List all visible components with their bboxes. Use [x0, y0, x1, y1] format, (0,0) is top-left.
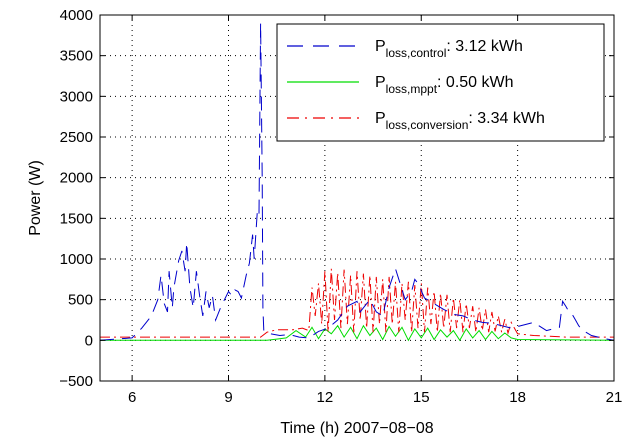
y-tick-label: 0 [85, 332, 93, 349]
legend-entry: Ploss,mppt: 0.50 kWh [375, 74, 514, 96]
legend-entry: Ploss,control: 3.12 kWh [375, 38, 523, 60]
y-tick-label: 2500 [60, 129, 93, 146]
axis-ticks [100, 14, 615, 382]
y-tick-label: 500 [68, 292, 93, 309]
y-tick-label: 3000 [60, 88, 93, 105]
x-tick-label: 9 [224, 389, 232, 406]
y-tick-label: 2000 [60, 170, 93, 187]
y-tick-label: 1500 [60, 210, 93, 227]
legend-entry: Ploss,conversion: 3.34 kWh [375, 110, 545, 132]
x-axis-title: Time (h) 2007−08−08 [280, 420, 433, 437]
legend: Ploss,control: 3.12 kWh Ploss,mppt: 0.50 … [276, 23, 605, 142]
series-line-0 [100, 23, 614, 341]
tick-labels: 6 9 12 15 18 21 −500 0 500 1000 1500 2000 2500 3000 35… [59, 7, 622, 406]
y-tick-label: 1000 [60, 251, 93, 268]
x-tick-label: 18 [509, 389, 526, 406]
y-tick-label: 3500 [60, 48, 93, 65]
y-tick-label: 4000 [60, 7, 93, 24]
y-axis-title: Power (W) [27, 160, 44, 236]
y-tick-label: −500 [59, 373, 93, 390]
series-line-2 [100, 268, 614, 338]
x-tick-label: 6 [128, 389, 136, 406]
x-tick-label: 15 [413, 389, 430, 406]
axes-frame [99, 14, 615, 382]
x-tick-label: 21 [606, 389, 623, 406]
x-tick-label: 12 [317, 389, 334, 406]
plot-area [100, 23, 614, 342]
